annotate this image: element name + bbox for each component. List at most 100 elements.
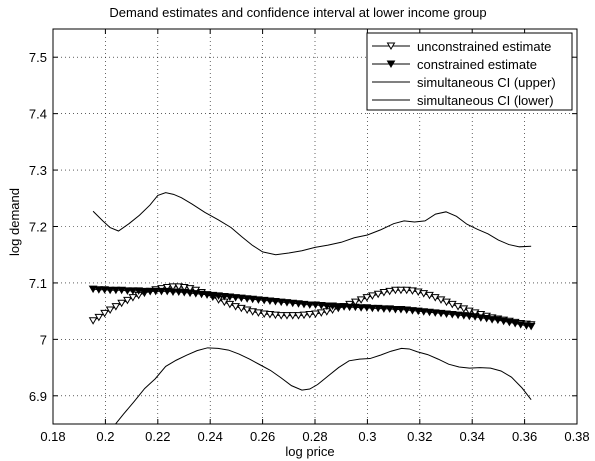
unconstrained-point xyxy=(391,286,400,295)
constrained-point xyxy=(162,287,172,296)
series-3 xyxy=(114,347,532,424)
constrained-point xyxy=(94,286,104,294)
constrained-point xyxy=(430,309,440,317)
constrained-point xyxy=(526,322,536,331)
constrained-point xyxy=(214,292,223,300)
constrained-point xyxy=(168,288,178,296)
unconstrained-point xyxy=(231,303,240,311)
unconstrained-point xyxy=(356,296,366,304)
constrained-point xyxy=(396,305,406,314)
unconstrained-point xyxy=(385,287,395,296)
constrained-point xyxy=(305,301,315,309)
y-axis-label: log demand xyxy=(7,188,22,256)
constrained-point xyxy=(487,316,497,324)
constrained-point xyxy=(453,311,463,320)
unconstrained-point xyxy=(402,286,412,295)
constrained-point xyxy=(100,286,109,294)
legend-item-unconstrained: unconstrained estimate xyxy=(372,39,551,54)
constrained-point xyxy=(391,305,400,314)
x-tick-label: 0.3 xyxy=(358,429,376,444)
constrained-point xyxy=(225,293,235,302)
unconstrained-point xyxy=(288,312,298,320)
unconstrained-point xyxy=(447,300,457,309)
unconstrained-point xyxy=(453,303,463,311)
constrained-point xyxy=(476,314,486,322)
legend-label-constrained: constrained estimate xyxy=(417,57,537,72)
constrained-point xyxy=(436,309,446,318)
constrained-point xyxy=(442,310,451,318)
constrained-point xyxy=(470,313,480,321)
unconstrained-point xyxy=(162,283,172,292)
series-line xyxy=(114,347,532,424)
x-tick-label: 0.24 xyxy=(198,429,223,444)
x-tick-label: 0.22 xyxy=(145,429,170,444)
y-tick-label: 7 xyxy=(40,332,47,347)
legend-item-ci-lower: simultaneous CI (lower) xyxy=(372,93,554,108)
constrained-point xyxy=(294,300,303,308)
constrained-point xyxy=(248,295,258,304)
constrained-point xyxy=(373,304,383,313)
constrained-point xyxy=(322,302,332,311)
y-tick-label: 7.1 xyxy=(29,276,47,291)
unconstrained-point xyxy=(436,296,446,304)
constrained-point xyxy=(219,292,229,301)
constrained-point xyxy=(425,308,434,317)
unconstrained-point xyxy=(282,312,292,320)
x-tick-label: 0.32 xyxy=(407,429,432,444)
unconstrained-point xyxy=(294,312,303,320)
x-tick-label: 0.26 xyxy=(250,429,275,444)
constrained-point xyxy=(299,300,309,309)
constrained-point xyxy=(179,289,189,297)
constrained-point xyxy=(237,294,246,303)
unconstrained-point xyxy=(408,287,417,295)
x-tick-label: 0.28 xyxy=(302,429,327,444)
constrained-point xyxy=(499,317,509,326)
y-tick-label: 7.2 xyxy=(29,220,47,235)
unconstrained-point xyxy=(168,283,178,291)
unconstrained-point xyxy=(368,292,377,300)
constrained-point xyxy=(339,303,349,311)
constrained-point xyxy=(505,318,514,327)
unconstrained-point xyxy=(111,303,121,311)
unconstrained-point xyxy=(459,305,469,313)
constrained-point xyxy=(333,303,343,311)
series-2 xyxy=(92,192,532,256)
constrained-point xyxy=(516,321,526,329)
constrained-point xyxy=(191,290,201,298)
constrained-point xyxy=(259,296,269,305)
constrained-point xyxy=(231,294,240,302)
constrained-point xyxy=(459,312,469,320)
constrained-point xyxy=(105,286,115,295)
y-tick-label: 7.3 xyxy=(29,163,47,178)
constrained-point xyxy=(402,306,412,315)
unconstrained-point xyxy=(425,291,434,300)
series-line xyxy=(92,192,532,256)
unconstrained-point xyxy=(94,313,104,322)
constrained-point xyxy=(174,288,184,296)
y-tick-label: 6.9 xyxy=(29,389,47,404)
constrained-point xyxy=(145,287,155,296)
constrained-point xyxy=(271,298,280,306)
x-tick-label: 0.38 xyxy=(564,429,589,444)
unconstrained-point xyxy=(265,311,275,319)
constrained-point xyxy=(288,299,298,308)
constrained-point xyxy=(185,289,195,298)
unconstrained-point xyxy=(276,312,286,320)
constrained-point xyxy=(88,285,98,294)
legend: unconstrained estimate constrained estim… xyxy=(366,32,573,111)
constrained-point xyxy=(408,307,417,315)
constrained-point xyxy=(368,304,377,313)
unconstrained-point xyxy=(100,309,109,318)
constrained-point xyxy=(117,286,127,295)
unconstrained-point xyxy=(430,294,440,302)
unconstrained-point xyxy=(88,317,98,325)
constrained-point xyxy=(328,302,337,311)
chart-title: Demand estimates and confidence interval… xyxy=(109,5,486,20)
series-group xyxy=(88,192,536,424)
unconstrained-point xyxy=(299,311,309,320)
legend-item-ci-upper: simultaneous CI (upper) xyxy=(372,75,556,90)
constrained-point xyxy=(276,298,286,307)
unconstrained-point xyxy=(123,296,132,305)
unconstrained-point xyxy=(179,283,189,292)
